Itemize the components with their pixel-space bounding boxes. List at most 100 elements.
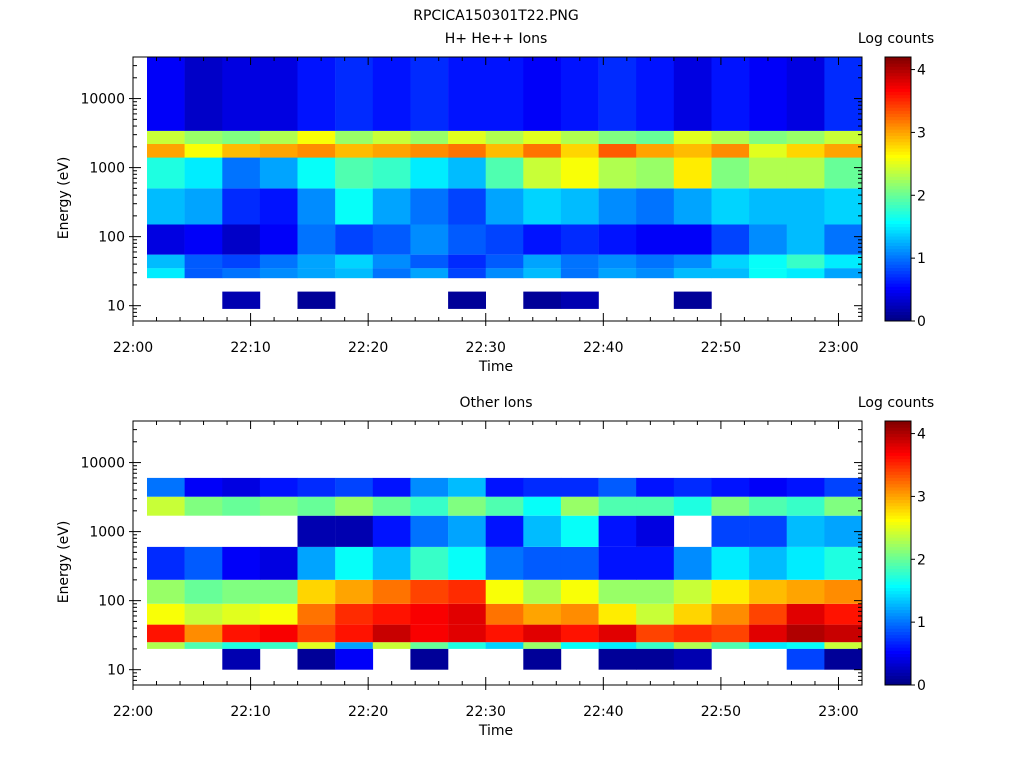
colorbar-segment — [885, 461, 911, 466]
heatmap-cell — [636, 57, 675, 131]
heatmap-cell — [184, 642, 223, 649]
heatmap-cell — [410, 188, 449, 225]
heatmap-cell — [147, 188, 185, 225]
colorbar-segment — [885, 214, 911, 218]
heatmap-cell — [410, 157, 449, 189]
heatmap-cell — [485, 254, 524, 269]
heatmap-cell — [184, 477, 223, 497]
colorbar-segment — [885, 110, 911, 114]
colorbar-segment — [885, 123, 911, 127]
colorbar-segment — [885, 239, 911, 243]
heatmap-cell — [523, 224, 562, 255]
heatmap-cell — [147, 130, 185, 144]
colorbar-segment — [885, 512, 911, 516]
heatmap-cell — [485, 57, 524, 131]
colorbar-segment — [885, 217, 911, 221]
heatmap-cell — [335, 188, 374, 225]
x-tick-label: 22:30 — [466, 340, 506, 356]
colorbar-segment — [885, 119, 911, 124]
heatmap-cell — [598, 642, 637, 649]
heatmap-cell — [636, 624, 675, 643]
colorbar-segment — [885, 223, 911, 228]
heatmap-cell — [673, 579, 712, 604]
heatmap-cell — [824, 642, 863, 649]
colorbar-segment — [885, 129, 911, 133]
colorbar-tick-label: 2 — [917, 188, 926, 204]
colorbar-segment — [885, 132, 911, 136]
colorbar-segment — [885, 151, 911, 155]
heatmap-cell — [448, 157, 486, 189]
heatmap-cell — [184, 57, 223, 131]
heatmap-cell — [749, 157, 787, 189]
heatmap-cell — [335, 130, 374, 144]
colorbar-segment — [885, 609, 911, 614]
heatmap-cell — [259, 144, 298, 158]
colorbar-segment — [885, 97, 911, 102]
heatmap-cell — [598, 477, 637, 497]
heatmap-cell — [372, 157, 411, 189]
colorbar-segment — [885, 433, 911, 438]
heatmap-cell — [636, 603, 675, 625]
heatmap-cell — [222, 224, 261, 255]
heatmap-cell — [673, 291, 712, 309]
y-axis-label: Energy (eV) — [56, 157, 72, 240]
heatmap-cell — [297, 515, 336, 547]
heatmap-cell — [786, 642, 825, 649]
heatmap-cell — [448, 496, 486, 516]
colorbar-segment — [885, 280, 911, 284]
colorbar-tick-label: 0 — [917, 678, 926, 694]
heatmap-cell — [485, 477, 524, 497]
heatmap-cell — [523, 603, 562, 625]
colorbar-segment — [885, 66, 911, 70]
heatmap-cell — [673, 130, 712, 144]
plot-frame — [132, 420, 863, 686]
heatmap-cell — [824, 130, 863, 144]
heatmap-cell — [598, 188, 637, 225]
heatmap-cell — [222, 496, 261, 516]
heatmap-cell — [297, 254, 336, 269]
panel-h-he-ions: H+ He++ Ions Log counts Time Energy (eV)… — [56, 31, 934, 375]
colorbar-segment — [885, 211, 911, 215]
heatmap-cell — [786, 224, 825, 255]
colorbar-segment — [885, 198, 911, 202]
heatmap-cell — [410, 57, 449, 131]
colorbar-segment — [885, 182, 911, 187]
heatmap-cell — [560, 254, 599, 269]
heatmap-cell — [485, 157, 524, 189]
heatmap-cell — [523, 130, 562, 144]
heatmap-cell — [372, 624, 411, 643]
colorbar-segment — [885, 449, 911, 453]
heatmap-cell — [335, 224, 374, 255]
heatmap-cell — [297, 144, 336, 158]
heatmap-cell — [222, 624, 261, 643]
colorbar-segment — [885, 515, 911, 519]
heatmap-cell — [749, 624, 787, 643]
colorbar-segment — [885, 286, 911, 290]
colorbar-segment — [885, 678, 911, 683]
colorbar-segment — [885, 455, 911, 460]
x-tick-label: 22:20 — [348, 340, 388, 356]
heatmap-cell — [523, 579, 562, 604]
heatmap-cell — [598, 603, 637, 625]
heatmap-cell — [222, 579, 261, 604]
colorbar-segment — [885, 145, 911, 149]
x-tick-label: 22:40 — [583, 340, 623, 356]
heatmap-cell — [636, 477, 675, 497]
colorbar-segment — [885, 612, 911, 617]
heatmap-cell — [786, 188, 825, 225]
colorbar-segment — [885, 295, 911, 300]
heatmap-cell — [147, 157, 185, 189]
heatmap-cell — [636, 579, 675, 604]
colorbar-segment — [885, 446, 911, 450]
heatmap-cell — [222, 130, 261, 144]
heatmap-cell — [598, 648, 637, 670]
colorbar-segment — [885, 641, 911, 645]
colorbar-segment — [885, 195, 911, 199]
heatmap-cell — [560, 188, 599, 225]
heatmap-cell — [485, 642, 524, 649]
heatmap-cell — [410, 477, 449, 497]
colorbar-segment — [885, 534, 911, 538]
heatmap-cell — [560, 496, 599, 516]
heatmap-cell — [147, 624, 185, 643]
x-tick-label: 22:40 — [583, 704, 623, 720]
